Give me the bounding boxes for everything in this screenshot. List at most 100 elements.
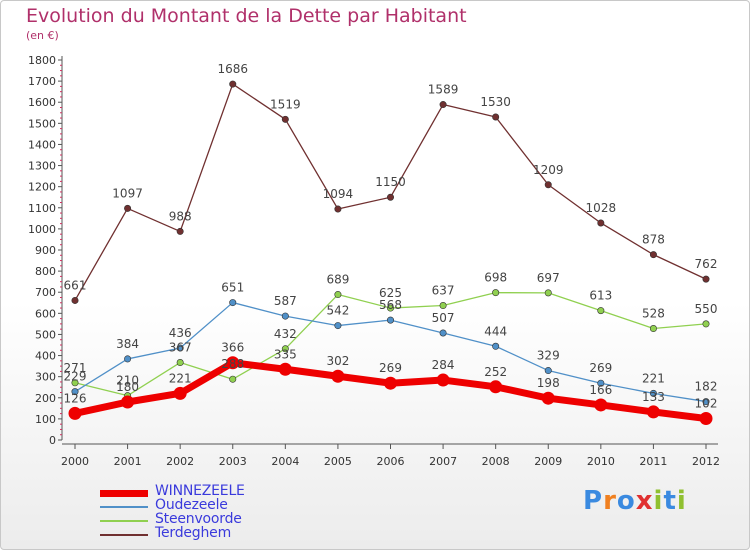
data-point: [597, 379, 605, 387]
data-point: [702, 320, 710, 328]
data-point: [121, 395, 135, 409]
logo-letter: x: [635, 486, 654, 516]
data-label: 1150: [375, 175, 406, 189]
data-point: [71, 379, 79, 387]
data-point: [278, 362, 292, 376]
data-point: [489, 380, 503, 394]
y-tick-label: 600: [35, 307, 56, 320]
data-label: 637: [432, 284, 455, 298]
legend-label: Oudezeele: [155, 497, 228, 513]
data-point: [226, 356, 240, 370]
y-tick-label: 300: [35, 371, 56, 384]
data-label: 229: [64, 370, 87, 384]
data-label: 625: [379, 286, 402, 300]
data-point: [71, 388, 79, 396]
x-tick-label: 2011: [639, 455, 667, 468]
data-label: 444: [484, 324, 507, 338]
data-label: 102: [695, 396, 718, 410]
x-tick-label: 2009: [534, 455, 562, 468]
x-tick-label: 2012: [692, 455, 720, 468]
data-label: 689: [326, 273, 349, 287]
x-tick-label: 2008: [482, 455, 510, 468]
data-point: [334, 291, 342, 299]
data-label: 550: [695, 302, 718, 316]
data-label: 542: [326, 304, 349, 318]
data-point: [173, 386, 187, 400]
legend-label: Terdeghem: [155, 525, 232, 541]
y-tick-label: 1000: [28, 223, 56, 236]
data-point: [68, 406, 82, 420]
data-label: 762: [695, 257, 718, 271]
data-label: 697: [537, 271, 560, 285]
data-label: 613: [589, 289, 612, 303]
series-line-terdeghem: [74, 83, 707, 302]
x-tick-label: 2000: [61, 455, 89, 468]
data-point: [649, 325, 657, 333]
data-point: [436, 373, 450, 387]
logo-letter: r: [603, 486, 617, 516]
data-point: [229, 375, 237, 383]
y-tick-label: 1800: [28, 54, 56, 67]
data-label: 432: [274, 327, 297, 341]
data-point: [439, 101, 447, 109]
data-label: 1519: [270, 97, 301, 111]
data-label: 180: [116, 380, 139, 394]
legend-swatch: [100, 489, 148, 497]
data-label: 182: [695, 380, 718, 394]
data-point: [439, 329, 447, 337]
data-label: 269: [589, 361, 612, 375]
data-label: 1097: [112, 186, 143, 200]
data-label: 1094: [323, 187, 354, 201]
data-label: 1028: [586, 201, 617, 215]
data-label: 221: [169, 371, 192, 385]
y-tick-label: 900: [35, 244, 56, 257]
legend-label: WINNEZEELE: [155, 483, 245, 499]
legend-swatch: [100, 520, 148, 522]
data-point: [386, 316, 394, 324]
chart-title: Evolution du Montant de la Dette par Hab…: [26, 5, 467, 27]
data-label: 271: [64, 361, 87, 375]
data-label: 366: [221, 341, 244, 355]
data-point: [649, 389, 657, 397]
data-point: [649, 251, 657, 259]
data-point: [702, 275, 710, 283]
logo-letter: i: [676, 486, 687, 516]
data-point: [331, 369, 345, 383]
y-tick-label: 0: [49, 434, 56, 447]
data-point: [229, 299, 237, 307]
x-tick-label: 2001: [114, 455, 142, 468]
data-label: 221: [642, 371, 665, 385]
legend-label: Steenvoorde: [155, 511, 242, 527]
y-tick-label: 1600: [28, 96, 56, 109]
logo-letter: P: [583, 486, 604, 516]
data-point: [646, 405, 660, 419]
data-label: 288: [221, 357, 244, 371]
data-point: [386, 304, 394, 312]
data-label: 988: [169, 209, 192, 223]
data-point: [386, 193, 394, 201]
proxiti-logo: Proxiti: [583, 486, 687, 516]
data-label: 302: [326, 354, 349, 368]
data-label: 367: [169, 341, 192, 355]
data-point: [334, 205, 342, 213]
data-point: [544, 289, 552, 297]
data-point: [281, 312, 289, 320]
legend-item: Terdeghem: [100, 525, 300, 542]
data-point: [492, 113, 500, 121]
data-point: [702, 398, 710, 406]
x-tick-label: 2006: [377, 455, 405, 468]
data-point: [334, 322, 342, 330]
data-label: 1530: [480, 95, 511, 109]
data-label: 198: [537, 376, 560, 390]
data-point: [594, 398, 608, 412]
data-label: 166: [589, 383, 612, 397]
y-tick-label: 400: [35, 350, 56, 363]
data-label: 507: [432, 311, 455, 325]
data-point: [439, 302, 447, 310]
legend-item: Oudezeele: [100, 497, 300, 514]
logo-letter: i: [653, 486, 664, 516]
data-label: 436: [169, 326, 192, 340]
x-tick-label: 2007: [429, 455, 457, 468]
x-tick-label: 2002: [166, 455, 194, 468]
